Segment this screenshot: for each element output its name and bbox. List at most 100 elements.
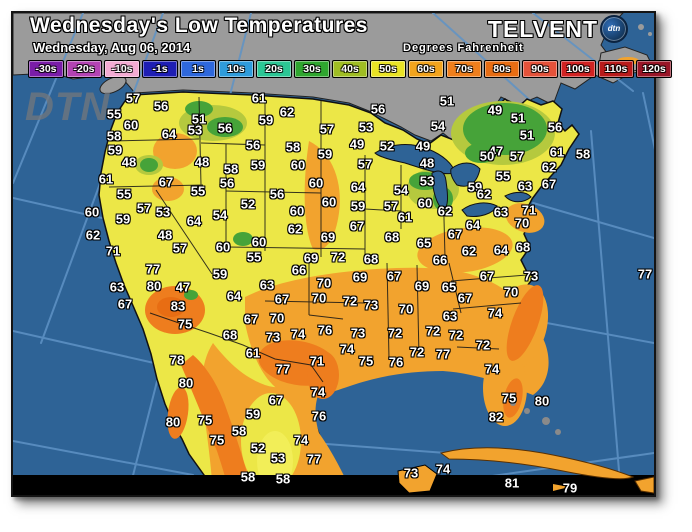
temp-label: 62	[279, 104, 295, 120]
temp-label: 75	[358, 353, 374, 369]
temp-label: 60	[123, 117, 139, 133]
temp-label: 59	[250, 157, 266, 173]
temp-label: 59	[317, 146, 333, 162]
temp-label: 72	[425, 323, 441, 339]
temp-label: 67	[386, 268, 402, 284]
temp-label: 54	[393, 182, 409, 198]
temp-label: 73	[523, 268, 539, 284]
temp-label: 69	[320, 229, 336, 245]
legend-chip-40s: 40s	[332, 60, 368, 78]
legend-chip-110s: 110s	[598, 60, 634, 78]
legend-chip-20s: 20s	[256, 60, 292, 78]
temp-label: 73	[350, 325, 366, 341]
temp-label: 67	[479, 268, 495, 284]
temp-label: 70	[398, 301, 414, 317]
temp-label: 67	[268, 392, 284, 408]
temp-label: 50	[479, 148, 495, 164]
temp-label: 77	[306, 451, 322, 467]
temp-label: 59	[467, 179, 483, 195]
temp-label: 67	[349, 218, 365, 234]
temp-label: 62	[476, 186, 492, 202]
temp-label: 57	[136, 200, 152, 216]
temp-label: 53	[358, 119, 374, 135]
temp-label: 61	[245, 345, 261, 361]
temp-label: 58	[106, 128, 122, 144]
bahamas-islands	[510, 400, 561, 435]
legend-chip-10s: 10s	[218, 60, 254, 78]
temp-label: 67	[158, 174, 174, 190]
temp-label: 67	[447, 226, 463, 242]
temp-label: 57	[357, 156, 373, 172]
temp-label: 74	[435, 461, 451, 477]
temp-label: 64	[186, 213, 202, 229]
temp-label: 67	[541, 176, 557, 192]
temp-label: 75	[501, 390, 517, 406]
legend-chip--30s: -30s	[28, 60, 64, 78]
temp-label: 55	[106, 106, 122, 122]
temp-label: 63	[442, 308, 458, 324]
temp-label: 67	[274, 291, 290, 307]
state-borders	[108, 96, 528, 383]
temp-label: 67	[243, 311, 259, 327]
temp-label: 60	[251, 234, 267, 250]
temp-label: 70	[269, 310, 285, 326]
temp-label: 66	[432, 252, 448, 268]
cuba-island	[439, 447, 635, 480]
temp-label: 75	[209, 432, 225, 448]
legend-chip-90s: 90s	[522, 60, 558, 78]
temp-label: 72	[409, 344, 425, 360]
island-arrow	[553, 484, 569, 491]
temp-label: 60	[321, 194, 337, 210]
temp-label: 77	[275, 361, 291, 377]
temp-label: 56	[370, 101, 386, 117]
temp-label: 61	[549, 144, 565, 160]
dtn-badge-icon: dtn	[600, 15, 628, 43]
temp-label: 68	[222, 327, 238, 343]
temp-label: 58	[240, 469, 256, 485]
temp-label: 60	[215, 239, 231, 255]
units-label: Degrees Fahrenheit	[403, 42, 524, 54]
temp-label: 55	[495, 168, 511, 184]
temp-label: 53	[419, 173, 435, 189]
temp-label: 70	[514, 215, 530, 231]
temp-label: 74	[487, 305, 503, 321]
temperature-shading	[135, 101, 555, 495]
temp-label: 72	[387, 325, 403, 341]
island-dot	[648, 32, 652, 36]
temp-label: 73	[265, 329, 281, 345]
temp-label: 72	[330, 249, 346, 265]
temp-label: 67	[117, 296, 133, 312]
temp-label: 61	[397, 209, 413, 225]
temp-label: 59	[258, 112, 274, 128]
temp-label: 55	[116, 186, 132, 202]
legend-chip-1s: 1s	[180, 60, 216, 78]
temp-label: 53	[187, 122, 203, 138]
temp-label: 69	[303, 250, 319, 266]
temp-label: 71	[309, 353, 325, 369]
legend-chip-50s: 50s	[370, 60, 406, 78]
temp-label: 70	[503, 284, 519, 300]
temp-label: 62	[287, 221, 303, 237]
temp-label: 56	[547, 119, 563, 135]
temp-label: 78	[169, 352, 185, 368]
temp-label: 80	[534, 393, 550, 409]
telvent-logo-text: TELVENT	[487, 15, 598, 42]
temp-label: 52	[379, 138, 395, 154]
temp-label: 51	[191, 111, 207, 127]
yucatan	[397, 464, 438, 494]
temp-label: 51	[510, 110, 526, 126]
temp-label: 68	[515, 239, 531, 255]
temp-label: 65	[441, 279, 457, 295]
temp-label: 47	[488, 143, 504, 159]
temp-label: 74	[290, 326, 306, 342]
temp-label: 63	[517, 178, 533, 194]
temp-label: 58	[223, 161, 239, 177]
temp-label: 52	[240, 196, 256, 212]
temp-label: 60	[417, 195, 433, 211]
temp-label: 62	[437, 203, 453, 219]
temp-label: 59	[107, 142, 123, 158]
date-label: Wednesday, Aug 06, 2014	[33, 40, 191, 55]
temp-label: 62	[541, 159, 557, 175]
temp-label: 64	[161, 126, 177, 142]
temp-label: 60	[289, 203, 305, 219]
